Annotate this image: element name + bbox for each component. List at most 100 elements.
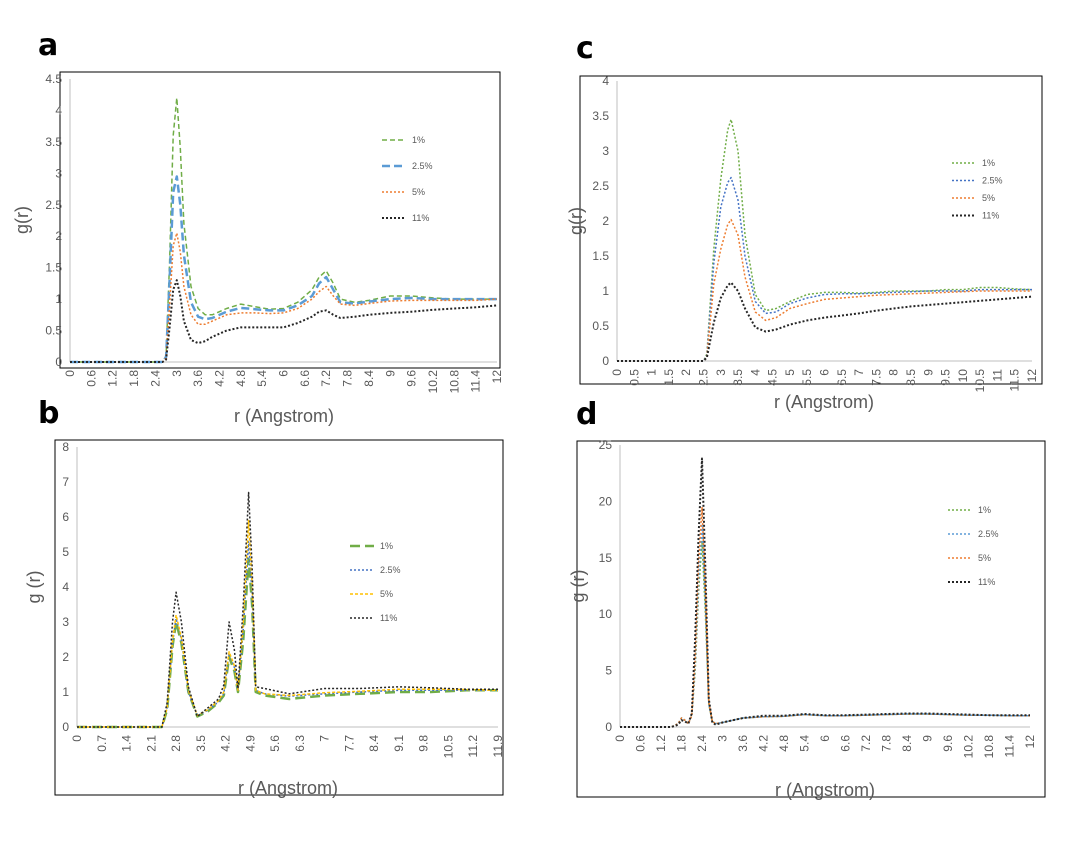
x-tick-label: 7 [852, 369, 866, 376]
x-tick-label: 6.3 [293, 735, 307, 752]
series-line-2 [617, 176, 1032, 362]
y-tick-label: 0 [55, 355, 62, 369]
x-tick-label: 1.8 [127, 370, 141, 387]
series-line-3 [617, 218, 1032, 362]
y-tick-label: 4 [62, 580, 69, 594]
x-tick-label: 6.6 [839, 735, 853, 752]
y-tick-label: 5 [605, 664, 612, 678]
x-axis-title: r (Angstrom) [238, 778, 338, 798]
x-tick-label: 2.4 [695, 735, 709, 752]
x-tick-label: 9.6 [941, 735, 955, 752]
x-tick-label: 3.5 [194, 735, 208, 752]
x-tick-label: 12 [1025, 369, 1039, 383]
x-tick-label: 0.5 [627, 369, 641, 386]
x-tick-label: 5.5 [800, 369, 814, 386]
legend-label: 5% [978, 553, 991, 563]
panel-d: d 0 5 10 15 20 25 0 0.6 1.2 1.8 2.4 3 3.6 4.2 4.8 5.4 6 6.… [568, 397, 1046, 800]
chart-frame [54, 439, 504, 796]
x-tick-label: 1.8 [675, 735, 689, 752]
legend-label: 1% [978, 505, 991, 515]
legend-label: 11% [978, 577, 995, 587]
x-tick-label: 11.5 [1008, 369, 1022, 392]
x-tick-label: 9 [921, 735, 935, 742]
x-tick-label: 7.8 [880, 735, 894, 752]
series-line-1 [70, 97, 497, 363]
x-tick-label: 11.4 [1003, 735, 1017, 758]
chart-frame [576, 440, 1046, 798]
x-tick-label: 4.8 [777, 735, 791, 752]
legend-label: 5% [982, 193, 995, 203]
y-tick-label: 15 [599, 551, 613, 565]
x-tick-label: 7.7 [342, 735, 356, 752]
series-line-4 [617, 281, 1033, 362]
x-tick-label: 9 [921, 369, 935, 376]
y-tick-label: 6 [62, 510, 69, 524]
x-tick-label: 9.6 [405, 370, 419, 387]
x-tick-label: 8.4 [362, 370, 376, 387]
series-line-1 [617, 118, 1033, 362]
y-tick-label: 1.5 [45, 261, 62, 275]
x-tick-label: 3.6 [736, 735, 750, 752]
x-tick-label: 4.9 [243, 735, 257, 752]
x-tick-label: 1.5 [662, 369, 676, 386]
x-tick-label: 8.4 [900, 735, 914, 752]
series-line-2 [620, 523, 1030, 728]
x-tick-label: 4.2 [757, 735, 771, 752]
x-tick-label: 4 [748, 369, 762, 376]
series-line-3 [70, 232, 498, 363]
y-axis-title: g (r) [568, 570, 588, 603]
x-tick-label: 0.6 [634, 735, 648, 752]
x-tick-label: 3 [716, 735, 730, 742]
y-tick-label: 2 [602, 214, 609, 228]
x-tick-label: 4.2 [212, 370, 226, 387]
y-tick-label: 2.5 [45, 198, 62, 212]
legend-label: 5% [412, 187, 425, 197]
x-tick-label: 7.5 [869, 369, 883, 386]
x-tick-label: 4.8 [234, 370, 248, 387]
x-tick-label: 11.9 [491, 735, 505, 758]
y-tick-label: 25 [599, 438, 613, 452]
legend-label: 2.5% [982, 176, 1003, 186]
y-tick-label: 4 [55, 103, 62, 117]
x-tick-label: 10.8 [982, 735, 996, 759]
series-line-1 [77, 557, 498, 729]
x-tick-label: 2.4 [148, 370, 162, 387]
x-tick-label: 5.6 [268, 735, 282, 752]
series-line-4 [70, 279, 498, 363]
x-tick-label: 6 [277, 370, 291, 377]
y-tick-label: 1.5 [592, 249, 609, 263]
series-line-4 [77, 491, 498, 728]
x-tick-label: 0 [610, 369, 624, 376]
x-tick-label: 3.6 [191, 370, 205, 387]
y-tick-label: 3 [62, 615, 69, 629]
x-tick-label: 7.8 [341, 370, 355, 387]
panel-letter: d [576, 397, 597, 432]
y-tick-label: 2 [55, 229, 62, 243]
legend-label: 11% [380, 613, 397, 623]
x-tick-label: 0 [63, 370, 77, 377]
x-tick-label: 0 [613, 735, 627, 742]
panel-c: c00.511.522.533.540 0.5 1 1.5 2 2.5 3 3.5 4 4.5 5 5… [566, 31, 1043, 412]
x-tick-label: 9 [383, 370, 397, 377]
x-tick-label: 10.5 [441, 735, 455, 759]
x-tick-label: 2.8 [169, 735, 183, 752]
x-tick-label: 9.1 [392, 735, 406, 752]
y-tick-label: 1 [55, 292, 62, 306]
legend-label: 1% [982, 158, 995, 168]
y-axis-title: g(r) [12, 206, 32, 234]
series-line-3 [620, 506, 1030, 728]
x-tick-label: 10.2 [962, 735, 976, 759]
y-tick-label: 10 [599, 607, 613, 621]
series-line-2 [70, 175, 497, 364]
x-tick-label: 3 [170, 370, 184, 377]
y-tick-label: 3 [602, 144, 609, 158]
x-tick-label: 12 [490, 370, 504, 384]
series-line-4 [620, 457, 1030, 728]
x-tick-label: 0 [70, 735, 84, 742]
legend-label: 11% [982, 211, 999, 221]
x-tick-label: 2.1 [144, 735, 158, 752]
y-tick-label: 4.5 [45, 72, 62, 86]
y-tick-label: 20 [599, 494, 613, 508]
y-tick-label: 3 [55, 166, 62, 180]
x-tick-label: 7.2 [319, 370, 333, 387]
